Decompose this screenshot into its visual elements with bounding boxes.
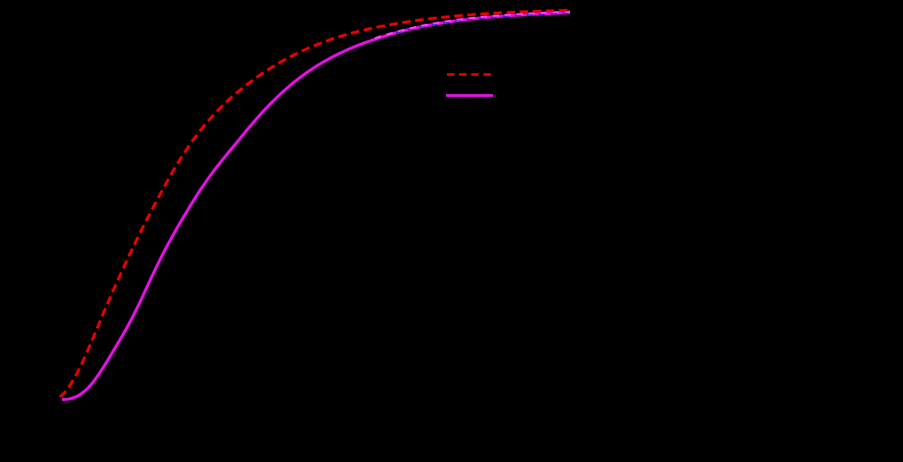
svg-text:PSO-LSSVM: PSO-LSSVM [497, 88, 573, 103]
svg-text:F(t): F(t) [2, 70, 17, 90]
svg-text:80: 80 [369, 411, 383, 426]
svg-text:LSSVM: LSSVM [497, 109, 541, 124]
svg-text:0.9: 0.9 [34, 49, 52, 64]
svg-text:0.4: 0.4 [34, 239, 52, 254]
svg-text:0.7: 0.7 [34, 125, 52, 140]
svg-text:20: 20 [132, 411, 146, 426]
svg-text:0.6: 0.6 [34, 163, 52, 178]
svg-text:0: 0 [45, 391, 52, 406]
svg-text:0.2: 0.2 [34, 315, 52, 330]
svg-text:40: 40 [211, 411, 225, 426]
svg-text:60: 60 [290, 411, 304, 426]
svg-text:NLS: NLS [497, 67, 523, 82]
svg-text:120: 120 [523, 411, 545, 426]
svg-text:0.5: 0.5 [34, 201, 52, 216]
svg-text:100: 100 [444, 411, 466, 426]
svg-text:0: 0 [52, 411, 59, 426]
svg-text:time (min): time (min) [458, 443, 516, 458]
svg-text:0.8: 0.8 [34, 87, 52, 102]
svg-text:1: 1 [45, 11, 52, 26]
svg-text:0.1: 0.1 [34, 353, 52, 368]
svg-text:0.3: 0.3 [34, 277, 52, 292]
